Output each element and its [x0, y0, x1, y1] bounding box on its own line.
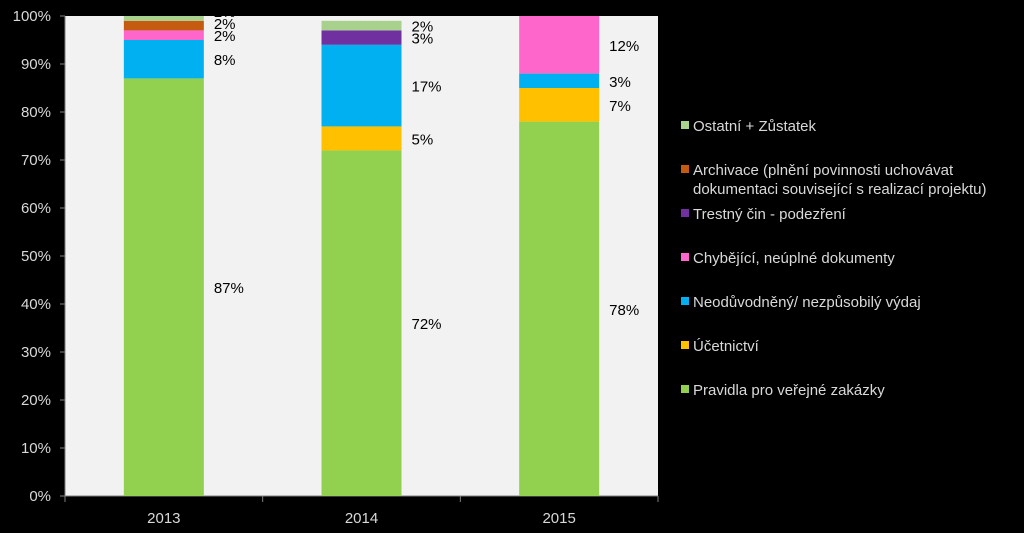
- legend-swatch: [681, 297, 689, 305]
- legend-swatch: [681, 341, 689, 349]
- data-label: 72%: [412, 316, 442, 333]
- y-tick-label: 60%: [21, 200, 51, 217]
- y-tick-label: 70%: [21, 152, 51, 169]
- data-label: 2%: [214, 16, 236, 33]
- bar-segment: [519, 73, 600, 88]
- data-labels: 87%8%2%2%2%72%5%17%3%2%78%7%3%12%: [214, 4, 639, 333]
- bar-segment: [123, 16, 204, 21]
- bar-segment: [123, 78, 204, 497]
- legend-swatch: [681, 121, 689, 129]
- bar-segment: [321, 150, 402, 496]
- legend-swatch: [681, 209, 689, 217]
- bar-segment: [123, 40, 204, 79]
- data-label: 5%: [412, 131, 434, 148]
- x-tick-label: 2013: [147, 510, 180, 527]
- bar-segment: [123, 30, 204, 40]
- legend-label: Trestný čin - podezření: [693, 206, 847, 223]
- legend-label: dokumentaci související s realizací proj…: [693, 181, 986, 198]
- bar-stacks: [123, 16, 600, 497]
- data-label: 8%: [214, 52, 236, 69]
- y-tick-label: 80%: [21, 104, 51, 121]
- y-tick-label: 40%: [21, 296, 51, 313]
- bar-segment: [519, 121, 600, 496]
- data-label: 12%: [609, 38, 639, 55]
- legend-swatch: [681, 165, 689, 173]
- y-tick-label: 50%: [21, 248, 51, 265]
- data-label: 2%: [214, 4, 236, 21]
- x-tick-label: 2015: [542, 510, 575, 527]
- legend-label: Neodůvodněný/ nezpůsobilý výdaj: [693, 294, 921, 311]
- bar-segment: [321, 20, 402, 31]
- x-tick-label: 2014: [345, 510, 378, 527]
- data-label: 78%: [609, 302, 639, 319]
- legend-label: Pravidla pro veřejné zakázky: [693, 382, 885, 399]
- bar-segment: [321, 30, 402, 45]
- y-tick-label: 10%: [21, 440, 51, 457]
- bar-segment: [123, 20, 204, 31]
- data-label: 7%: [609, 98, 631, 115]
- legend-swatch: [681, 385, 689, 393]
- legend-label: Archivace (plnění povinnosti uchovávat: [693, 162, 954, 179]
- y-tick-label: 20%: [21, 392, 51, 409]
- bar-segment: [519, 88, 600, 122]
- data-label: 87%: [214, 280, 244, 297]
- legend-label: Ostatní + Zůstatek: [693, 118, 816, 135]
- data-label: 3%: [609, 74, 631, 91]
- legend-label: Účetnictví: [693, 338, 760, 355]
- y-tick-label: 90%: [21, 56, 51, 73]
- data-label: 17%: [412, 79, 442, 96]
- data-label: 3%: [412, 31, 434, 48]
- bar-segment: [321, 126, 402, 151]
- y-axis: 0% 10% 20% 30% 40% 50% 60% 70% 80% 90% 100%: [13, 8, 66, 505]
- legend-swatch: [681, 253, 689, 261]
- bar-segment: [321, 44, 402, 127]
- legend: Ostatní + Zůstatek Archivace (plnění povi…: [681, 118, 986, 399]
- y-tick-label: 100%: [13, 8, 51, 25]
- legend-label: Chybějící, neúplné dokumenty: [693, 250, 895, 267]
- data-label: 2%: [214, 28, 236, 45]
- y-tick-label: 30%: [21, 344, 51, 361]
- y-tick-label: 0%: [29, 488, 51, 505]
- bar-segment: [519, 16, 600, 74]
- data-label: 2%: [412, 19, 434, 36]
